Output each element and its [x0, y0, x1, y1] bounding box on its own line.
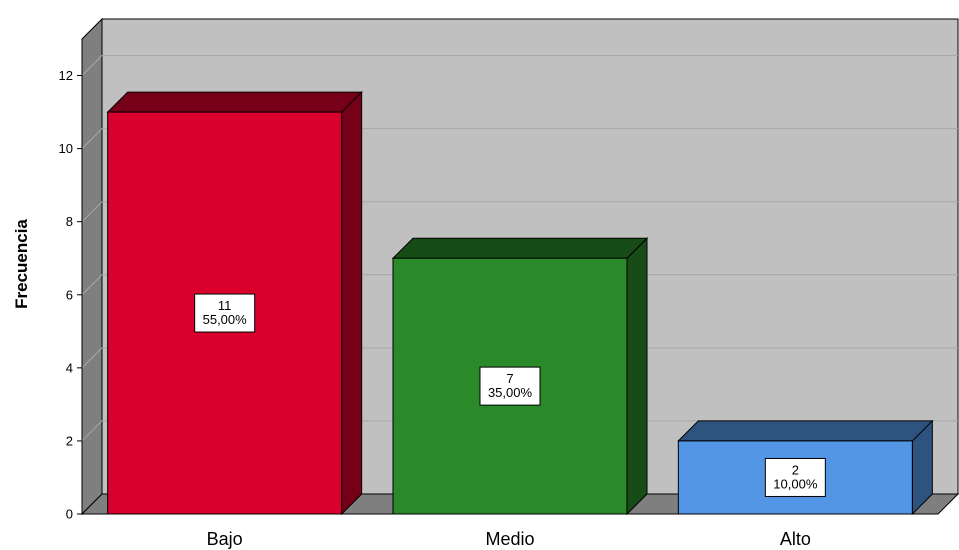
- data-label-percent: 55,00%: [203, 312, 248, 327]
- data-label-box: [764, 457, 826, 497]
- data-label-medio: 735,00%: [479, 366, 541, 406]
- data-label-value: 7: [506, 371, 513, 386]
- y-axis-label: Frecuencia: [12, 219, 31, 309]
- y-tick-label: 4: [66, 360, 73, 375]
- gridline: [81, 347, 958, 369]
- gridline: [81, 274, 958, 296]
- data-label-alto: 210,00%: [764, 457, 826, 497]
- data-label-box: [194, 293, 256, 333]
- y-tick-label: 12: [59, 68, 73, 83]
- plot-left-wall: [81, 17, 103, 516]
- x-category-label: Alto: [780, 529, 811, 549]
- gridline: [81, 55, 958, 76]
- data-label-value: 11: [218, 298, 232, 313]
- data-label-value: 2: [792, 462, 799, 477]
- y-tick-label: 0: [66, 507, 73, 522]
- y-tick-label: 2: [66, 433, 73, 448]
- y-tick-label: 6: [66, 287, 73, 302]
- data-label-box: [479, 366, 541, 406]
- bar-side: [626, 237, 648, 516]
- bar-side: [341, 90, 363, 516]
- bar-top: [677, 420, 934, 442]
- bar-medio: [391, 237, 649, 516]
- bar-top: [391, 237, 649, 259]
- x-category-label: Medio: [485, 529, 534, 549]
- data-label-percent: 10,00%: [773, 476, 818, 491]
- gridline: [81, 201, 958, 223]
- data-label-percent: 35,00%: [488, 385, 533, 400]
- y-tick-label: 8: [66, 214, 73, 229]
- gridline: [81, 420, 958, 442]
- y-tick-label: 10: [59, 141, 73, 156]
- x-category-label: Bajo: [207, 529, 243, 549]
- bar-top: [106, 91, 363, 113]
- gridline: [81, 128, 958, 149]
